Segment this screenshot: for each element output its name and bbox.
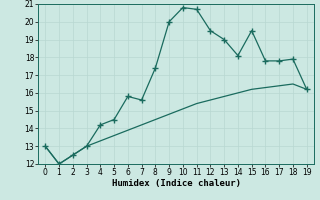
X-axis label: Humidex (Indice chaleur): Humidex (Indice chaleur) [111, 179, 241, 188]
